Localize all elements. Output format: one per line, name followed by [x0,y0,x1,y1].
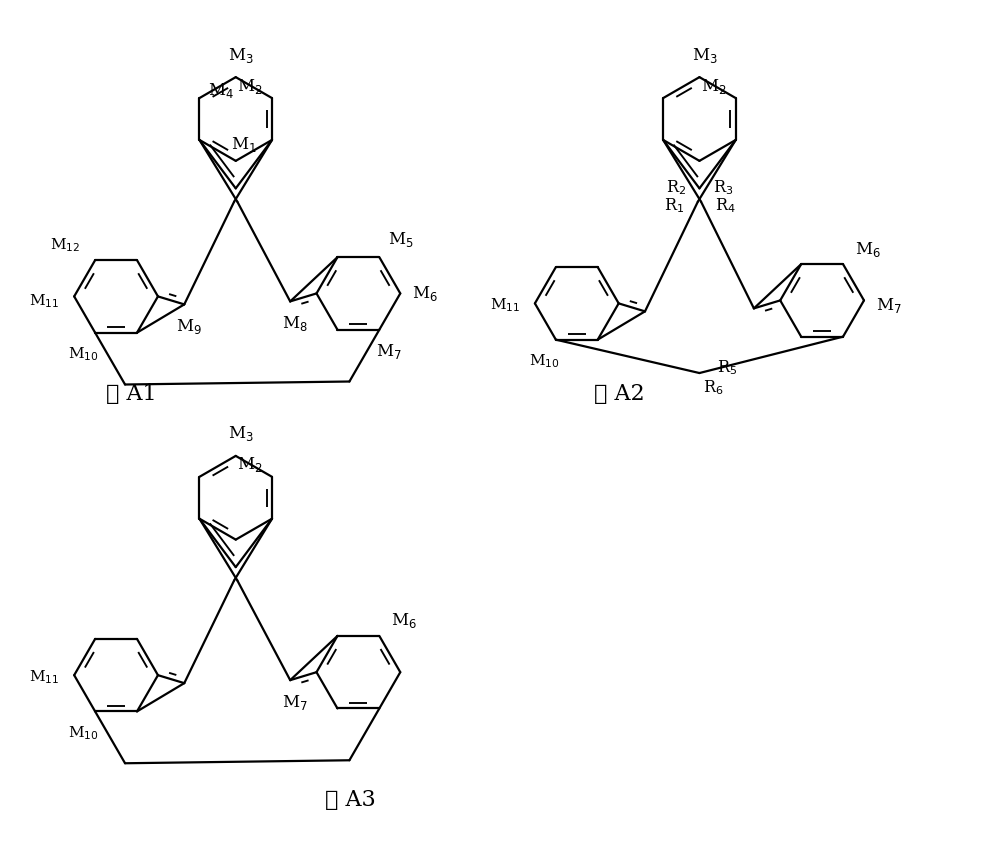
Text: $\mathregular{M}_{10}$: $\mathregular{M}_{10}$ [68,724,99,742]
Text: $\mathregular{M}_{10}$: $\mathregular{M}_{10}$ [68,346,99,364]
Text: $\mathregular{R}_{3}$: $\mathregular{R}_{3}$ [713,178,733,197]
Text: $\mathregular{M}_{7}$: $\mathregular{M}_{7}$ [282,693,308,711]
Text: $\mathregular{M}_{3}$: $\mathregular{M}_{3}$ [228,425,254,444]
Text: $\mathregular{R}_{1}$: $\mathregular{R}_{1}$ [664,197,684,215]
Text: $\mathregular{M}_{12}$: $\mathregular{M}_{12}$ [50,237,80,254]
Text: $\mathregular{M}_{1}$: $\mathregular{M}_{1}$ [231,136,257,154]
Text: $\mathregular{M}_{9}$: $\mathregular{M}_{9}$ [176,317,202,336]
Text: $\mathregular{M}_{4}$: $\mathregular{M}_{4}$ [208,81,234,99]
Text: $\mathregular{M}_{2}$: $\mathregular{M}_{2}$ [701,76,727,96]
Text: $\mathregular{M}_{7}$: $\mathregular{M}_{7}$ [376,342,402,361]
Text: $\mathregular{M}_{3}$: $\mathregular{M}_{3}$ [692,46,717,64]
Text: $\mathregular{M}_{11}$: $\mathregular{M}_{11}$ [29,293,59,310]
Text: $\mathregular{M}_{5}$: $\mathregular{M}_{5}$ [388,230,414,248]
Text: $\mathregular{M}_{10}$: $\mathregular{M}_{10}$ [529,353,559,371]
Text: $\mathregular{M}_{2}$: $\mathregular{M}_{2}$ [237,455,263,474]
Text: 式 A1: 式 A1 [106,383,156,405]
Text: $\mathregular{M}_{11}$: $\mathregular{M}_{11}$ [490,297,520,315]
Text: 式 A3: 式 A3 [325,789,376,812]
Text: $\mathregular{M}_{6}$: $\mathregular{M}_{6}$ [412,284,438,303]
Text: $\mathregular{M}_{7}$: $\mathregular{M}_{7}$ [876,296,902,315]
Text: $\mathregular{R}_{5}$: $\mathregular{R}_{5}$ [717,359,738,377]
Text: $\mathregular{R}_{2}$: $\mathregular{R}_{2}$ [666,178,686,197]
Text: $\mathregular{R}_{4}$: $\mathregular{R}_{4}$ [715,197,736,215]
Text: $\mathregular{R}_{6}$: $\mathregular{R}_{6}$ [703,379,724,398]
Text: $\mathregular{M}_{3}$: $\mathregular{M}_{3}$ [228,46,254,64]
Text: $\mathregular{M}_{6}$: $\mathregular{M}_{6}$ [391,611,417,630]
Text: $\mathregular{M}_{11}$: $\mathregular{M}_{11}$ [29,668,59,686]
Text: $\mathregular{M}_{6}$: $\mathregular{M}_{6}$ [855,240,881,259]
Text: 式 A2: 式 A2 [594,383,645,405]
Text: $\mathregular{M}_{2}$: $\mathregular{M}_{2}$ [237,76,263,96]
Text: $\mathregular{M}_{8}$: $\mathregular{M}_{8}$ [282,314,308,332]
